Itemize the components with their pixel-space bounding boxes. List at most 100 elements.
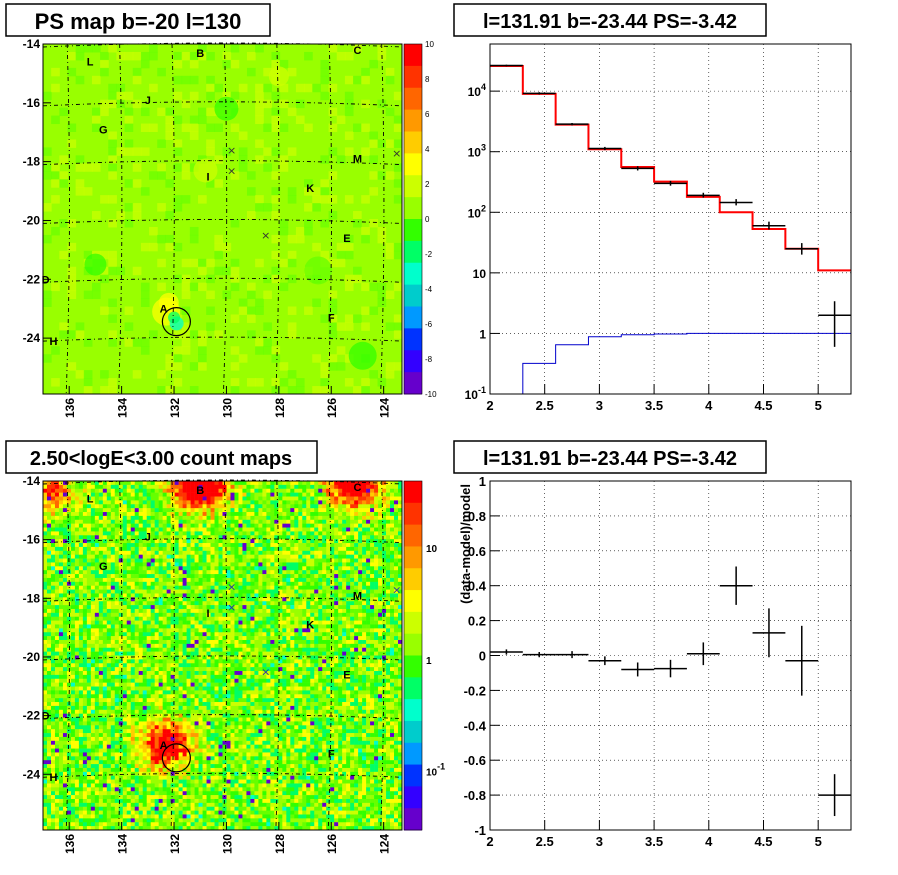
map-pixel: [46, 779, 52, 784]
map-pixel: [194, 616, 199, 621]
map-pixel: [82, 798, 88, 804]
map-pixel: [86, 744, 92, 749]
map-pixel: [66, 504, 72, 509]
map-pixel: [82, 562, 88, 567]
map-pixel: [166, 628, 171, 633]
map-pixel: [222, 550, 227, 555]
map-pixel: [102, 543, 108, 548]
map-pixel: [74, 814, 80, 819]
map-pixel: [146, 764, 151, 769]
map-pixel: [194, 593, 199, 598]
map-pixel: [78, 810, 84, 815]
map-pixel: [230, 608, 235, 614]
map-pixel: [279, 219, 289, 228]
map-pixel: [178, 620, 183, 625]
map-pixel: [78, 647, 84, 652]
map-pixel: [94, 643, 100, 649]
map-pixel: [198, 632, 203, 637]
map-pixel: [98, 546, 104, 552]
map-pixel: [46, 632, 52, 637]
map-pixel: [46, 589, 52, 594]
map-pixel: [134, 709, 140, 714]
map-pixel: [206, 795, 211, 800]
map-pixel: [94, 775, 100, 780]
map-pixel: [130, 729, 136, 734]
map-pixel: [194, 523, 199, 528]
map-pixel: [98, 616, 104, 621]
map-pixel: [74, 779, 80, 784]
map-pixel: [162, 527, 167, 532]
map-pixel: [46, 620, 52, 625]
map-pixel: [102, 496, 108, 501]
map-pixel: [58, 589, 64, 594]
map-pixel: [222, 771, 227, 777]
map-pixel: [91, 115, 101, 125]
map-pixel: [90, 581, 96, 586]
map-pixel: [43, 814, 48, 819]
map-pixel: [190, 515, 195, 521]
map-pixel: [150, 628, 155, 633]
map-pixel: [214, 756, 219, 761]
map-pixel: [90, 500, 96, 505]
map-pixel: [90, 570, 96, 575]
map-pixel: [83, 187, 93, 196]
map-pixel: [138, 496, 144, 501]
map-pixel: [90, 523, 96, 528]
map-pixel: [186, 601, 191, 606]
map-pixel: [222, 729, 227, 734]
map-pixel: [66, 729, 72, 734]
map-pixel: [353, 123, 362, 132]
map-pixel: [182, 671, 187, 676]
map-pixel: [43, 535, 48, 540]
map-pixel: [94, 702, 100, 707]
map-pixel: [62, 698, 68, 703]
map-pixel: [214, 155, 223, 164]
map-grid-parallel: [42, 277, 403, 283]
map-pixel: [190, 624, 195, 629]
map-pixel: [320, 386, 330, 395]
map-pixel: [150, 795, 155, 800]
map-pixel: [194, 760, 199, 765]
map-pixel: [58, 740, 64, 745]
map-pixel: [66, 771, 72, 777]
map-pixel: [150, 822, 155, 827]
map-pixel: [154, 608, 159, 614]
map-pixel: [114, 647, 120, 652]
map-pixel: [150, 806, 155, 811]
map-pixel: [62, 593, 68, 598]
map-pixel: [62, 690, 68, 695]
map-pixel: [90, 550, 96, 555]
map-pixel: [198, 581, 203, 586]
map-pixel: [206, 667, 211, 672]
map-pixel: [162, 597, 167, 602]
map-pixel: [198, 620, 203, 625]
map-pixel: [142, 562, 148, 567]
map-pixel: [226, 655, 231, 660]
map-pixel: [158, 775, 163, 780]
map-pixel: [114, 601, 120, 606]
map-pixel: [146, 577, 151, 583]
map-pixel: [50, 639, 56, 645]
map-pixel: [58, 484, 64, 490]
map-pixel: [90, 674, 96, 680]
map-pixel: [110, 546, 116, 552]
map-pixel: [166, 527, 171, 532]
map-pixel: [134, 694, 140, 699]
map-pixel: [82, 752, 88, 757]
map-pixel: [222, 733, 227, 738]
map-pixel: [118, 775, 124, 780]
map-pixel: [142, 702, 148, 707]
map-pixel: [206, 814, 211, 819]
map-pixel: [230, 362, 240, 371]
map-pixel: [102, 826, 108, 831]
map-pixel: [46, 639, 52, 645]
map-pixel: [194, 659, 199, 664]
map-pixel: [393, 139, 403, 148]
map-pixel: [102, 671, 108, 676]
map-pixel: [226, 585, 231, 590]
map-pixel: [328, 306, 338, 315]
map-pixel: [102, 795, 108, 800]
map-pixel: [194, 826, 199, 831]
map-pixel: [50, 597, 56, 602]
map-pixel: [43, 601, 48, 606]
